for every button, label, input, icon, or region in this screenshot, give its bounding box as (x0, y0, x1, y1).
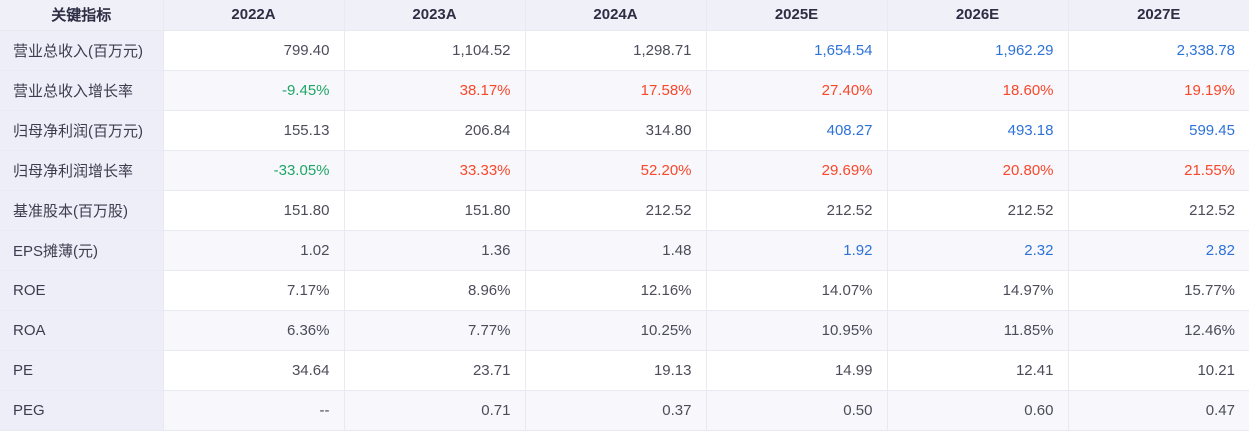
year-column-header: 2027E (1068, 0, 1249, 31)
value-cell: 212.52 (887, 190, 1069, 231)
value-cell: 7.17% (163, 270, 345, 311)
indicator-label: 营业总收入增长率 (0, 70, 164, 111)
indicator-label: ROA (0, 310, 164, 351)
table-row: PEG -- 0.71 0.37 0.50 0.60 0.47 (0, 390, 1249, 431)
value-cell: 34.64 (163, 350, 345, 391)
value-cell: 17.58% (525, 70, 707, 111)
value-cell: 1,962.29 (887, 30, 1069, 71)
value-cell: 599.45 (1068, 110, 1249, 151)
value-cell: 12.16% (525, 270, 707, 311)
value-cell: 151.80 (163, 190, 345, 231)
value-cell: 408.27 (706, 110, 888, 151)
value-cell: 1,298.71 (525, 30, 707, 71)
value-cell: 0.47 (1068, 390, 1249, 431)
value-cell: 21.55% (1068, 150, 1249, 191)
value-cell: 0.60 (887, 390, 1069, 431)
value-cell: 493.18 (887, 110, 1069, 151)
value-cell: 212.52 (525, 190, 707, 231)
value-cell: 212.52 (1068, 190, 1249, 231)
value-cell: 799.40 (163, 30, 345, 71)
table-row: 营业总收入增长率 -9.45% 38.17% 17.58% 27.40% 18.60% 19… (0, 70, 1249, 111)
value-cell: 2,338.78 (1068, 30, 1249, 71)
value-cell: 38.17% (344, 70, 526, 111)
year-column-header: 2025E (706, 0, 888, 31)
value-cell: 2.82 (1068, 230, 1249, 271)
value-cell: 29.69% (706, 150, 888, 191)
value-cell: -- (163, 390, 345, 431)
value-cell: 0.37 (525, 390, 707, 431)
table-row: 基准股本(百万股) 151.80 151.80 212.52 212.52 212.52 2… (0, 190, 1249, 231)
indicator-label: 归母净利润(百万元) (0, 110, 164, 151)
year-column-header: 2023A (344, 0, 526, 31)
value-cell: 12.46% (1068, 310, 1249, 351)
value-cell: 0.71 (344, 390, 526, 431)
indicator-label: PEG (0, 390, 164, 431)
value-cell: 14.07% (706, 270, 888, 311)
value-cell: 52.20% (525, 150, 707, 191)
value-cell: 10.95% (706, 310, 888, 351)
value-cell: 10.21 (1068, 350, 1249, 391)
value-cell: 1,654.54 (706, 30, 888, 71)
year-column-header: 2024A (525, 0, 707, 31)
indicator-column-header: 关键指标 (0, 0, 164, 31)
year-column-header: 2026E (887, 0, 1069, 31)
value-cell: 14.99 (706, 350, 888, 391)
value-cell: 6.36% (163, 310, 345, 351)
value-cell: 15.77% (1068, 270, 1249, 311)
indicator-label: EPS摊薄(元) (0, 230, 164, 271)
value-cell: 151.80 (344, 190, 526, 231)
table-row: ROA 6.36% 7.77% 10.25% 10.95% 11.85% 12.46% (0, 310, 1249, 351)
value-cell: -9.45% (163, 70, 345, 111)
value-cell: 23.71 (344, 350, 526, 391)
value-cell: 0.50 (706, 390, 888, 431)
value-cell: 19.13 (525, 350, 707, 391)
table-row: 归母净利润增长率 -33.05% 33.33% 52.20% 29.69% 20.80% 2… (0, 150, 1249, 191)
table-row: 营业总收入(百万元) 799.40 1,104.52 1,298.71 1,654.54… (0, 30, 1249, 71)
table-row: EPS摊薄(元) 1.02 1.36 1.48 1.92 2.32 2.82 (0, 230, 1249, 271)
value-cell: 1.92 (706, 230, 888, 271)
value-cell: 155.13 (163, 110, 345, 151)
value-cell: 1,104.52 (344, 30, 526, 71)
value-cell: 12.41 (887, 350, 1069, 391)
table-row: 归母净利润(百万元) 155.13 206.84 314.80 408.27 493.18… (0, 110, 1249, 151)
table-header-row: 关键指标 2022A 2023A 2024A 2025E 2026E 2027E (0, 0, 1249, 31)
value-cell: 20.80% (887, 150, 1069, 191)
value-cell: 7.77% (344, 310, 526, 351)
table-row: ROE 7.17% 8.96% 12.16% 14.07% 14.97% 15.77% (0, 270, 1249, 311)
year-column-header: 2022A (163, 0, 345, 31)
value-cell: 314.80 (525, 110, 707, 151)
value-cell: 8.96% (344, 270, 526, 311)
value-cell: 19.19% (1068, 70, 1249, 111)
value-cell: 1.02 (163, 230, 345, 271)
indicator-label: 营业总收入(百万元) (0, 30, 164, 71)
value-cell: 14.97% (887, 270, 1069, 311)
value-cell: 1.36 (344, 230, 526, 271)
value-cell: 33.33% (344, 150, 526, 191)
value-cell: -33.05% (163, 150, 345, 191)
value-cell: 206.84 (344, 110, 526, 151)
value-cell: 1.48 (525, 230, 707, 271)
indicator-label: ROE (0, 270, 164, 311)
value-cell: 27.40% (706, 70, 888, 111)
indicator-label: 基准股本(百万股) (0, 190, 164, 231)
value-cell: 18.60% (887, 70, 1069, 111)
value-cell: 2.32 (887, 230, 1069, 271)
value-cell: 11.85% (887, 310, 1069, 351)
value-cell: 10.25% (525, 310, 707, 351)
table-row: PE 34.64 23.71 19.13 14.99 12.41 10.21 (0, 350, 1249, 391)
value-cell: 212.52 (706, 190, 888, 231)
table-body: 营业总收入(百万元) 799.40 1,104.52 1,298.71 1,654.54… (0, 30, 1249, 431)
indicator-label: 归母净利润增长率 (0, 150, 164, 191)
indicator-label: PE (0, 350, 164, 391)
